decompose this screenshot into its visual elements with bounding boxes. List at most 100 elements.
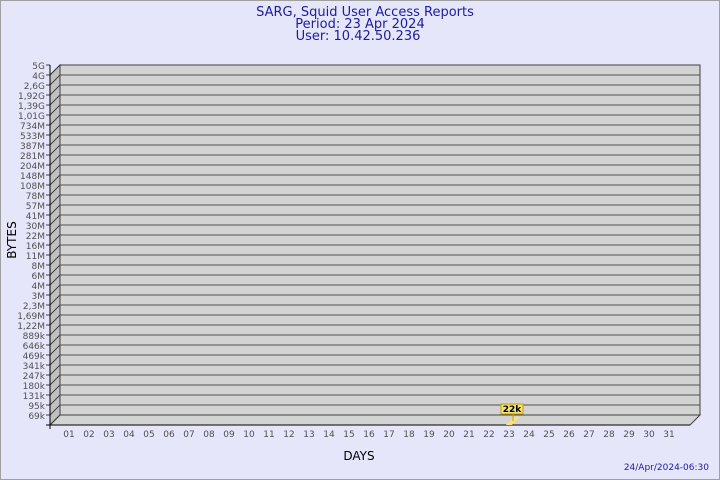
- grid-line-side: [49, 184, 61, 196]
- chart-title: SARG, Squid User Access Reports: [256, 5, 474, 20]
- grid-line-side: [49, 204, 61, 216]
- grid-line-side: [49, 404, 61, 416]
- x-tick-label: 05: [143, 430, 154, 440]
- y-tick-label: 22M: [26, 232, 45, 242]
- x-tick-label: 19: [423, 430, 435, 440]
- grid-line-side: [49, 214, 61, 226]
- x-tick-label: 15: [343, 430, 354, 440]
- y-tick-label: 341k: [23, 362, 46, 372]
- y-tick-label: 533M: [20, 132, 45, 142]
- x-tick-label: 01: [63, 430, 74, 440]
- grid-line-side: [49, 344, 61, 356]
- x-tick-label: 26: [563, 430, 575, 440]
- y-tick-label: 180k: [23, 382, 46, 392]
- grid-line-side: [49, 384, 61, 396]
- y-tick-label: 2,6G: [24, 82, 45, 92]
- x-tick-label: 10: [243, 430, 255, 440]
- x-tick-label: 08: [203, 430, 215, 440]
- x-tick-label: 12: [283, 430, 294, 440]
- y-tick-label: 889k: [23, 332, 46, 342]
- x-tick-label: 07: [183, 430, 194, 440]
- y-tick-label: 11M: [26, 252, 45, 262]
- y-tick-label: 8M: [32, 262, 46, 272]
- grid-line-side: [49, 374, 61, 386]
- x-tick-label: 29: [623, 430, 635, 440]
- y-tick-label: 4G: [32, 72, 45, 82]
- y-tick-label: 108M: [20, 182, 45, 192]
- y-tick-label: 1,39G: [18, 102, 45, 112]
- y-tick-label: 41M: [26, 212, 45, 222]
- grid-line-side: [49, 334, 61, 346]
- grid-line-side: [49, 104, 61, 116]
- grid-line-side: [49, 224, 61, 236]
- y-tick-label: 247k: [23, 372, 46, 382]
- x-tick-label: 02: [83, 430, 94, 440]
- plot-back-wall: [59, 64, 701, 416]
- grid-line-side: [49, 174, 61, 186]
- grid-line-side: [49, 244, 61, 256]
- y-tick-label: 204M: [20, 162, 45, 172]
- x-tick-label: 09: [223, 430, 235, 440]
- x-tick-label: 23: [503, 430, 514, 440]
- x-tick-label: 24: [523, 430, 535, 440]
- y-tick-label: 148M: [20, 172, 45, 182]
- bar-label-box: [500, 403, 524, 415]
- x-tick-label: 03: [103, 430, 114, 440]
- y-tick-label: 78M: [26, 192, 45, 202]
- x-tick-label: 22: [483, 430, 494, 440]
- plot-side-wall: [49, 63, 61, 427]
- grid-line-side: [49, 94, 61, 106]
- chart-subtitle-user: User: 10.42.50.236: [296, 29, 421, 44]
- y-tick-label: 57M: [26, 202, 45, 212]
- x-tick-label: 30: [643, 430, 655, 440]
- y-axis-label: BYTES: [5, 221, 19, 258]
- y-tick-label: 69k: [28, 412, 45, 422]
- chart-subtitle-period: Period: 23 Apr 2024: [295, 17, 424, 32]
- x-tick-label: 16: [363, 430, 375, 440]
- grid-line-side: [49, 274, 61, 286]
- grid-line-side: [49, 144, 61, 156]
- y-tick-label: 387M: [20, 142, 45, 152]
- x-tick-label: 04: [123, 430, 135, 440]
- y-tick-label: 1,69M: [17, 312, 45, 322]
- y-tick-label: 6M: [32, 272, 46, 282]
- x-tick-label: 21: [463, 430, 474, 440]
- y-tick-label: 1,22M: [17, 322, 45, 332]
- x-tick-label: 17: [383, 430, 394, 440]
- x-tick-label: 20: [443, 430, 455, 440]
- x-tick-label: 25: [543, 430, 554, 440]
- y-tick-label: 16M: [26, 242, 45, 252]
- grid-line-side: [49, 124, 61, 136]
- y-tick-label: 2,3M: [23, 302, 45, 312]
- grid-line-side: [49, 264, 61, 276]
- y-tick-label: 95k: [28, 402, 45, 412]
- grid-line-side: [49, 114, 61, 126]
- y-tick-label: 4M: [32, 282, 46, 292]
- y-tick-label: 469k: [23, 352, 46, 362]
- timestamp: 24/Apr/2024-06:30: [624, 463, 709, 473]
- grid-line-side: [49, 414, 61, 426]
- grid-line-side: [49, 134, 61, 146]
- y-tick-label: 5G: [32, 62, 45, 72]
- y-tick-label: 1,92G: [18, 92, 45, 102]
- grid-line-side: [49, 354, 61, 366]
- y-tick-label: 281M: [20, 152, 45, 162]
- x-tick-label: 28: [603, 430, 615, 440]
- grid-line-side: [49, 84, 61, 96]
- x-tick-label: 06: [163, 430, 175, 440]
- grid-line-side: [49, 284, 61, 296]
- x-tick-label: 14: [323, 430, 335, 440]
- grid-line-side: [49, 74, 61, 86]
- grid-line-side: [49, 364, 61, 376]
- x-tick-label: 18: [403, 430, 415, 440]
- grid-line-side: [49, 394, 61, 406]
- grid-line-side: [49, 324, 61, 336]
- x-tick-label: 13: [303, 430, 314, 440]
- y-tick-label: 131k: [23, 392, 46, 402]
- y-tick-label: 646k: [23, 342, 46, 352]
- grid-line-side: [49, 304, 61, 316]
- y-tick-label: 1,01G: [18, 112, 45, 122]
- grid-line-side: [49, 234, 61, 246]
- y-tick-label: 3M: [32, 292, 46, 302]
